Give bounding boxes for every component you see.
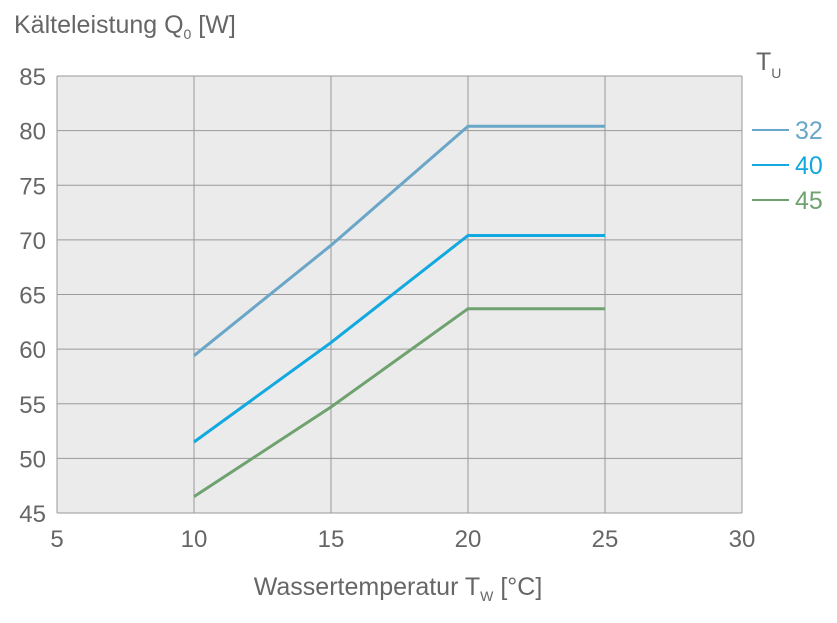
series-line-32 — [193, 124, 605, 357]
x-tick-label: 5 — [50, 526, 63, 553]
legend: 32 40 45 — [752, 117, 823, 215]
series-line-45 — [193, 307, 605, 498]
y-tick-label: 60 — [19, 337, 46, 364]
y-tick-label: 55 — [19, 392, 46, 419]
series-lines — [193, 124, 605, 498]
x-tick-label: 25 — [592, 526, 619, 553]
x-axis-title: Wassertemperatur TW [°C] — [254, 573, 543, 604]
series-line-40 — [193, 234, 605, 444]
x-tick-label: 10 — [181, 526, 208, 553]
x-tick-label: 20 — [455, 526, 482, 553]
legend-label-45: 45 — [795, 187, 823, 215]
y-tick-label: 65 — [19, 283, 46, 310]
y-tick-label: 80 — [19, 119, 46, 146]
y-tick-label: 50 — [19, 446, 46, 473]
x-tick-label: 30 — [729, 526, 756, 553]
x-ticks: 5 10 15 20 25 30 — [50, 526, 755, 553]
y-tick-label: 75 — [19, 173, 46, 200]
legend-title: TU — [756, 48, 781, 81]
y-axis-title: Kälteleistung Q0 [W] — [14, 11, 236, 42]
y-tick-label: 70 — [19, 228, 46, 255]
y-tick-label: 45 — [19, 501, 46, 528]
legend-label-32: 32 — [795, 117, 823, 145]
x-tick-label: 15 — [318, 526, 345, 553]
y-tick-label: 85 — [19, 64, 46, 91]
legend-label-40: 40 — [795, 152, 823, 180]
y-ticks: 45 50 55 60 65 70 75 80 85 — [19, 64, 46, 528]
